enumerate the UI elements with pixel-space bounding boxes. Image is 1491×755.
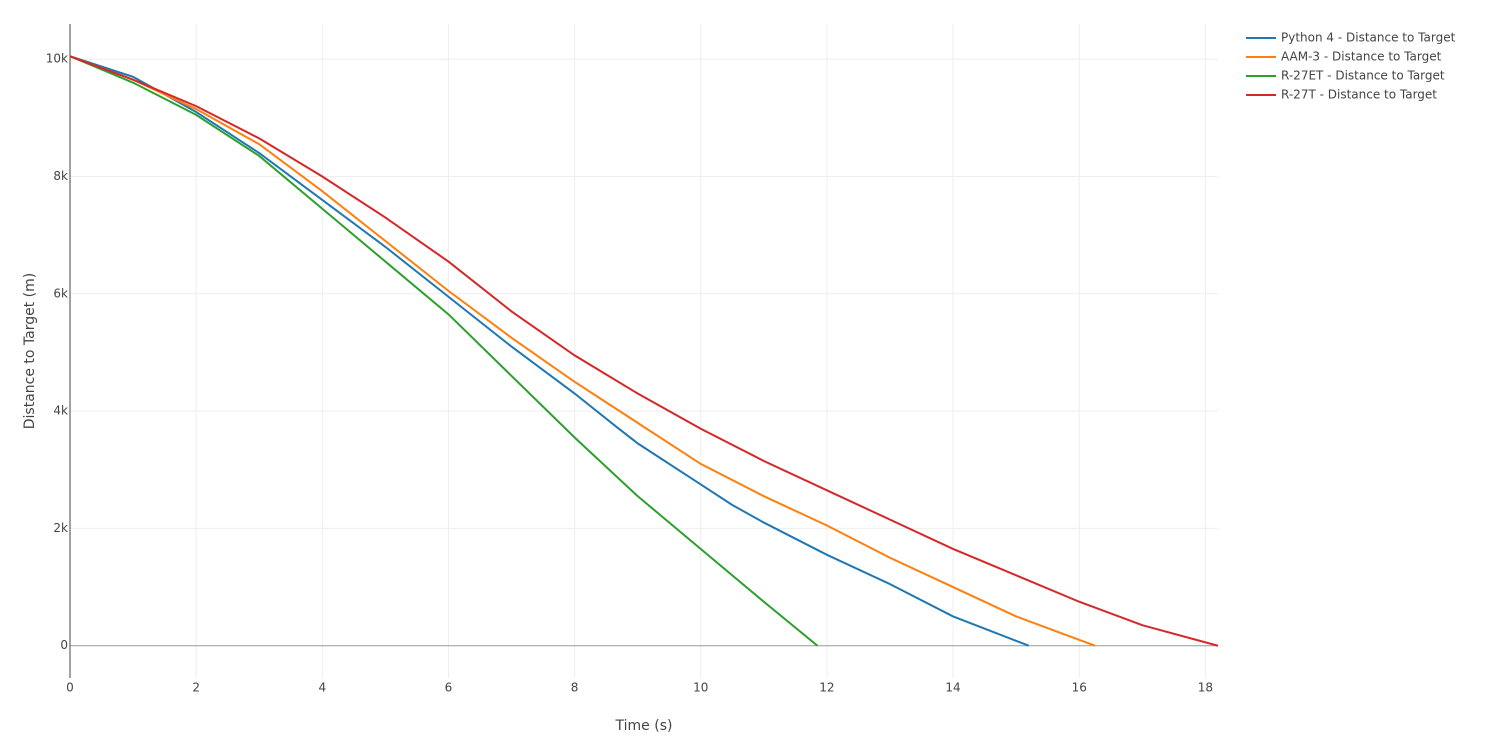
y-tick-label: 10k — [46, 52, 68, 66]
y-tick-label: 8k — [53, 169, 68, 183]
x-tick-label: 6 — [445, 681, 453, 695]
legend-label: R-27T - Distance to Target — [1281, 88, 1437, 102]
series-line — [69, 55, 1030, 647]
y-tick-label: 4k — [53, 404, 68, 418]
legend-label: R-27ET - Distance to Target — [1281, 69, 1445, 83]
x-tick-label: 18 — [1198, 681, 1213, 695]
legend-label: Python 4 - Distance to Target — [1281, 31, 1456, 45]
legend-label: AAM-3 - Distance to Target — [1281, 50, 1442, 64]
y-tick-label: 6k — [53, 286, 68, 300]
x-tick-label: 0 — [66, 681, 74, 695]
series-line — [69, 55, 1219, 647]
x-tick-label: 12 — [819, 681, 834, 695]
series-line — [69, 55, 819, 647]
x-tick-label: 16 — [1072, 681, 1087, 695]
y-tick-label: 2k — [53, 521, 68, 535]
x-axis-title: Time (s) — [615, 718, 673, 734]
y-axis-title: Distance to Target (m) — [22, 273, 38, 430]
y-tick-label: 0 — [60, 638, 68, 652]
x-tick-label: 2 — [192, 681, 200, 695]
x-tick-label: 8 — [571, 681, 579, 695]
x-tick-label: 14 — [945, 681, 960, 695]
x-tick-label: 10 — [693, 681, 708, 695]
series-line — [69, 55, 1096, 647]
x-tick-label: 4 — [318, 681, 326, 695]
